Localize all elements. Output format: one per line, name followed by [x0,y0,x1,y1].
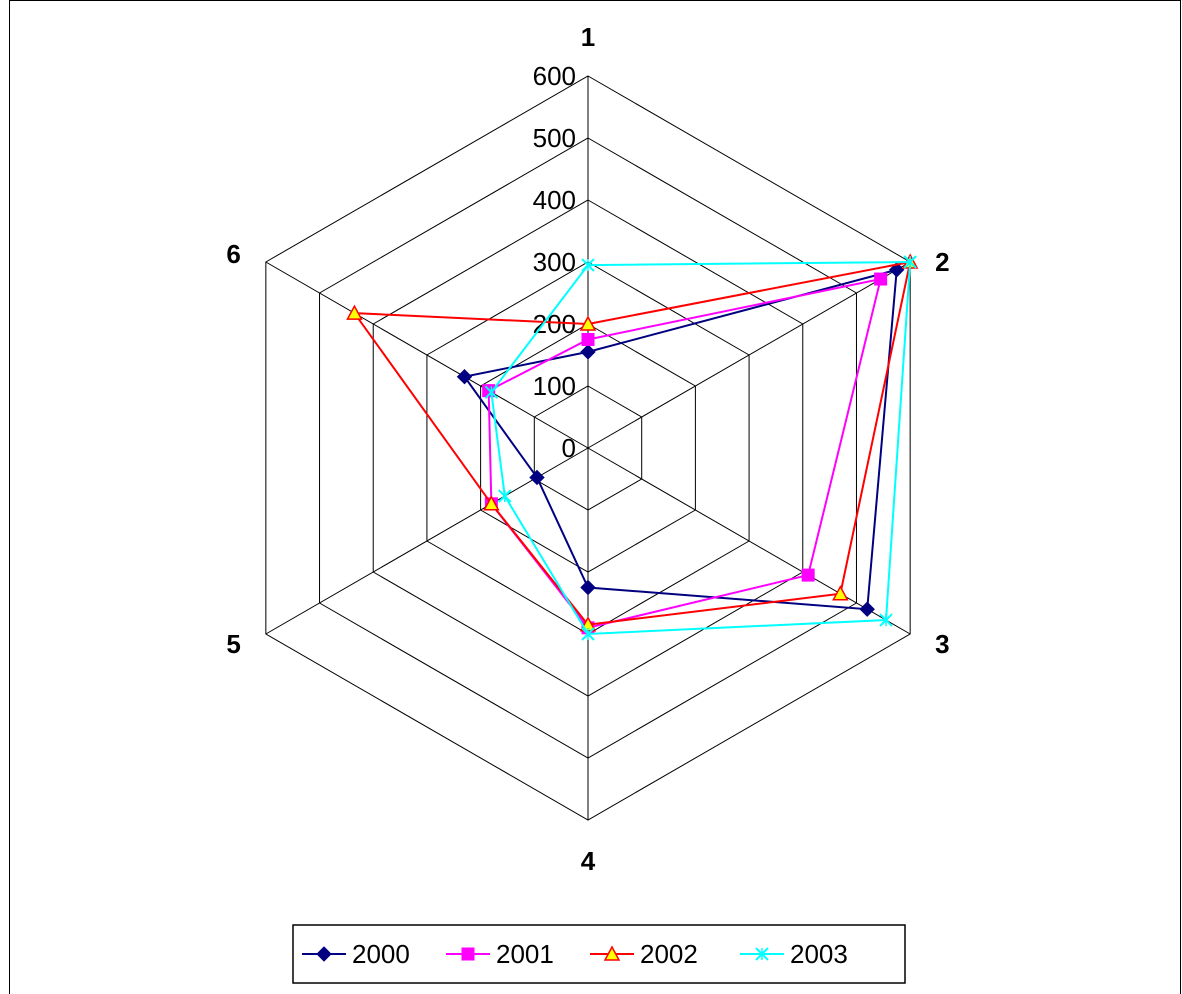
legend-box [292,924,906,984]
radar-grid [265,75,911,821]
tick-label: 0 [562,433,576,463]
legend-item-2002: 2002 [590,939,698,969]
grid-spoke [265,261,589,449]
legend: 2000 2001 2002 2003 [292,924,906,984]
legend-label: 2000 [352,939,410,969]
tick-label: 500 [533,123,576,153]
grid-spoke [587,261,911,449]
category-label: 6 [226,239,240,269]
tick-label: 100 [533,371,576,401]
category-label: 5 [226,629,240,659]
chart-area [9,0,1181,994]
marker-diamond [529,469,545,486]
series-line [352,260,912,626]
grid-spoke [587,447,911,635]
marker-diamond [316,946,332,962]
marker-square [581,333,595,346]
tick-label: 600 [533,61,576,91]
legend-label: 2002 [640,939,698,969]
marker-triangle [579,315,597,331]
marker-triangle [603,945,621,961]
marker-triangle [346,304,363,320]
tick-label: 300 [533,247,576,277]
legend-item-2003: 2003 [740,939,848,969]
category-label: 1 [581,22,595,52]
category-labels: 1 2 3 4 5 6 [226,22,949,876]
series-layer [346,253,919,641]
marker-diamond [456,368,473,385]
legend-item-2001: 2001 [446,939,554,969]
marker-square [801,568,815,582]
marker-triangle [832,585,849,601]
category-label: 2 [935,247,949,277]
category-label: 4 [581,846,596,876]
marker-diamond [859,601,875,617]
legend-item-2000: 2000 [302,939,410,969]
tick-label: 400 [533,185,576,215]
marker-diamond [580,344,596,360]
series-2003 [484,255,917,641]
legend-label: 2001 [496,939,554,969]
marker-square [461,947,475,961]
marker-triangle [483,495,500,511]
legend-label: 2003 [790,939,848,969]
series-2002 [346,253,919,632]
marker-diamond [580,579,596,596]
marker-square [874,272,888,286]
category-label: 3 [935,629,949,659]
